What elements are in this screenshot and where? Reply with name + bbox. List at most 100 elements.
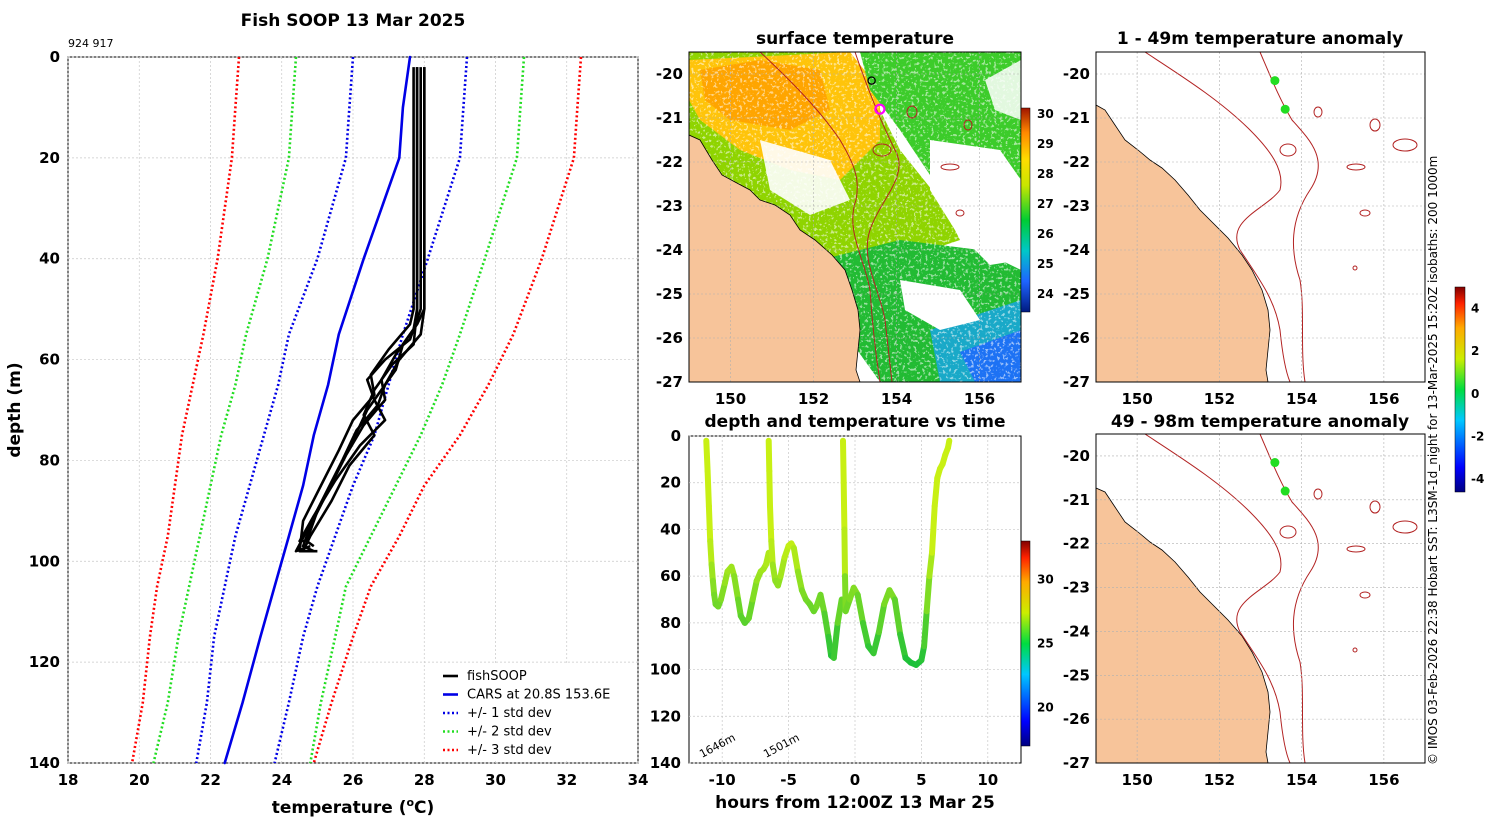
profile-x-label: temperature (oC) bbox=[272, 796, 435, 818]
profile-y-tick: 120 bbox=[29, 653, 60, 671]
sst-title: surface temperature bbox=[756, 29, 954, 49]
sst-x-ticks: 150 152 154 156 bbox=[715, 390, 995, 408]
time-grid bbox=[689, 435, 1021, 764]
anomaly2-y-tick: -22 bbox=[1063, 535, 1090, 553]
sst-seamount-5 bbox=[955, 209, 965, 217]
time-cast-segment bbox=[707, 538, 715, 568]
sst-x-tick: 150 bbox=[715, 390, 746, 408]
profile-y-tick: 0 bbox=[50, 48, 60, 66]
profile-x-ticks: 18 20 22 24 26 28 30 32 34 bbox=[58, 771, 649, 789]
time-cast-segment bbox=[840, 437, 847, 486]
sst-markers bbox=[867, 76, 886, 115]
anomaly1-y-tick: -27 bbox=[1063, 373, 1090, 391]
time-cast-segment bbox=[929, 503, 938, 556]
time-cast-segment bbox=[705, 503, 714, 545]
anomaly1-isobath-200 bbox=[1144, 52, 1291, 382]
time-colorbar-ticks: 20 25 30 bbox=[1037, 572, 1054, 714]
sst-x-tick: 156 bbox=[964, 390, 995, 408]
anomaly1-y-tick: -23 bbox=[1063, 197, 1090, 215]
sst-y-tick: -22 bbox=[656, 153, 683, 171]
anomaly2-x-tick: 156 bbox=[1368, 771, 1399, 789]
profile-title: Fish SOOP 13 Mar 2025 bbox=[241, 11, 466, 31]
time-cast-segment bbox=[777, 554, 788, 580]
anomaly1-land bbox=[1096, 104, 1271, 382]
profile-x-label-tail: C) bbox=[414, 798, 434, 818]
anomaly-station-marker bbox=[1280, 486, 1290, 496]
anomaly1-x-tick: 150 bbox=[1121, 390, 1152, 408]
anomaly2-seamount-3 bbox=[1369, 500, 1381, 514]
anomaly1-y-tick: -21 bbox=[1063, 109, 1090, 127]
time-x-tick: 10 bbox=[977, 771, 998, 789]
anomaly1-markers bbox=[1270, 76, 1290, 114]
anomaly2-y-tick: -20 bbox=[1063, 447, 1090, 465]
profile-x-tick: 24 bbox=[271, 771, 292, 789]
time-cast-segment bbox=[704, 468, 712, 510]
time-panel: -10 -5 0 5 10 0 20 40 60 80 100 120 140 depth and t… bbox=[650, 412, 1054, 813]
sst-y-tick: -21 bbox=[656, 109, 683, 127]
anomaly1-seamount-7 bbox=[1352, 265, 1358, 271]
anomaly1-y-tick: -25 bbox=[1063, 285, 1090, 303]
time-y-tick: 140 bbox=[650, 754, 681, 772]
anomaly2-land bbox=[1096, 487, 1271, 763]
profile-y-tick: 80 bbox=[39, 451, 60, 469]
sst-colorbar-tick: 28 bbox=[1037, 167, 1054, 181]
profile-panel: 18 20 22 24 26 28 30 32 34 0 20 40 60 80 100 120 140 Fi… bbox=[5, 11, 648, 818]
sst-station-marker bbox=[874, 103, 886, 115]
anomaly-map-1: 150 152 154 156 -20 -21 -22 -23 -24 -25 -26 -27 1 … bbox=[1063, 29, 1426, 408]
profile-x-label-sup: o bbox=[406, 796, 414, 809]
profile-x-tick: 20 bbox=[129, 771, 150, 789]
time-x-label: hours from 12:00Z 13 Mar 25 bbox=[715, 793, 995, 813]
profile-y-label: depth (m) bbox=[5, 362, 25, 457]
fishsoop-profile-line bbox=[301, 67, 419, 553]
anomaly-colorbar-tick: -4 bbox=[1471, 472, 1484, 486]
profile-y-tick: 140 bbox=[29, 754, 60, 772]
anomaly2-y-tick: -27 bbox=[1063, 754, 1090, 772]
time-cast-segment bbox=[790, 545, 801, 575]
profile-y-ticks: 0 20 40 60 80 100 120 140 bbox=[29, 48, 60, 772]
time-y-tick: 100 bbox=[650, 661, 681, 679]
anomaly2-y-tick: -21 bbox=[1063, 491, 1090, 509]
sst-colorbar-tick: 24 bbox=[1037, 287, 1054, 301]
time-x-tick: -5 bbox=[780, 771, 797, 789]
profile-x-tick: 22 bbox=[200, 771, 221, 789]
time-casts bbox=[703, 437, 953, 668]
time-cast-segment bbox=[870, 629, 882, 657]
time-cast-segment bbox=[860, 619, 872, 650]
anomaly1-y-tick: -24 bbox=[1063, 241, 1090, 259]
time-x-tick: -10 bbox=[709, 771, 736, 789]
anomaly-colorbar-ticks: 4 2 0 -2 -4 bbox=[1471, 301, 1484, 486]
profile-line--1-std bbox=[195, 56, 355, 764]
anomaly1-x-tick: 154 bbox=[1286, 390, 1317, 408]
anomaly-colorbar-tick: -2 bbox=[1471, 429, 1484, 443]
profile-y-tick: 40 bbox=[39, 250, 60, 268]
time-cast-segment bbox=[765, 437, 773, 474]
sst-land bbox=[689, 134, 861, 382]
sst-colorbar bbox=[1020, 107, 1031, 313]
time-cast-segment bbox=[834, 596, 845, 626]
legend-label: +/- 1 std dev bbox=[467, 706, 552, 721]
anomaly2-y-tick: -24 bbox=[1063, 622, 1090, 640]
profile-x-tick: 32 bbox=[556, 771, 577, 789]
anomaly2-x-ticks: 150 152 154 156 bbox=[1121, 771, 1399, 789]
sst-isobath-1000 bbox=[854, 52, 900, 382]
time-cast-segment bbox=[817, 591, 828, 617]
time-cast-segment bbox=[840, 479, 848, 533]
time-x-tick: 5 bbox=[916, 771, 926, 789]
profile-x-label-main: temperature ( bbox=[272, 798, 407, 818]
anomaly2-seamount-2 bbox=[1346, 545, 1366, 553]
time-cast-segment bbox=[854, 591, 866, 626]
sst-colorbar-tick: 29 bbox=[1037, 137, 1054, 151]
sst-map-panel: 150 152 154 156 -20 -21 -22 -23 -24 -25 -26 -27 su… bbox=[656, 29, 1054, 408]
anomaly2-seamount-6 bbox=[1392, 520, 1418, 534]
time-cast-segment bbox=[897, 631, 909, 661]
anomaly-map-2: 150 152 154 156 -20 -21 -22 -23 -24 -25 -26 -27 49… bbox=[1063, 412, 1426, 789]
sst-y-tick: -27 bbox=[656, 373, 683, 391]
profile-series bbox=[130, 55, 583, 765]
time-cast-segment bbox=[875, 601, 888, 636]
time-y-tick: 0 bbox=[671, 427, 681, 445]
anomaly2-seamount-7 bbox=[1352, 647, 1358, 653]
time-cast-segment bbox=[749, 577, 760, 603]
anomaly-colorbar bbox=[1454, 286, 1466, 493]
time-cast-segment bbox=[731, 573, 742, 603]
